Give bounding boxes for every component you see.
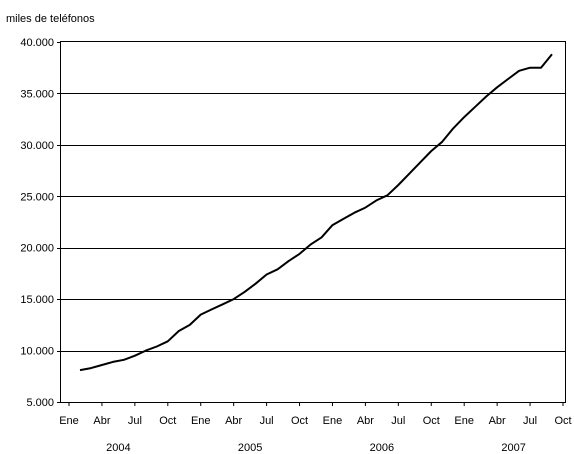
y-tick-labels: 5.000 10.000 15.000 20.000 25.000 30.000 35.00… xyxy=(20,37,61,409)
y-tick-label: 25.000 xyxy=(20,191,54,203)
x-tick-label: Ene xyxy=(323,415,343,427)
year-labels: 2004 2005 2006 2007 xyxy=(106,442,526,454)
x-tick-label: Jul xyxy=(391,415,405,427)
series-line xyxy=(79,53,553,372)
x-tick-label: Ene xyxy=(454,415,474,427)
x-tick-label: Jul xyxy=(523,415,537,427)
year-label: 2007 xyxy=(501,442,525,454)
plot-area xyxy=(60,41,566,403)
x-tick-label: Oct xyxy=(159,415,176,427)
x-tick-label: Abr xyxy=(489,415,506,427)
y-tick-label: 20.000 xyxy=(20,243,54,255)
x-tick-label: Oct xyxy=(554,415,571,427)
x-tick-label: Abr xyxy=(225,415,242,427)
x-tick-label: Jul xyxy=(260,415,274,427)
y-tick-label: 5.000 xyxy=(26,397,54,409)
x-tick-label: Oct xyxy=(423,415,440,427)
y-tick-label: 35.000 xyxy=(20,88,54,100)
y-axis-label: miles de teléfonos xyxy=(6,13,95,25)
gridlines xyxy=(61,93,565,352)
x-tick-label: Ene xyxy=(191,415,211,427)
x-tick-label: Jul xyxy=(128,415,142,427)
x-tick-label: Abr xyxy=(93,415,110,427)
series-layer xyxy=(79,53,553,372)
y-tick-label: 15.000 xyxy=(20,294,54,306)
x-tick-label: Ene xyxy=(59,415,79,427)
x-tick-labels: Ene Abr Jul Oct Ene Abr Jul Oct Ene Abr Jul Oct Ene A… xyxy=(59,402,572,427)
y-tick-label: 30.000 xyxy=(20,140,54,152)
y-tick-label: 40.000 xyxy=(20,37,54,49)
year-label: 2004 xyxy=(106,442,130,454)
y-tick-label: 10.000 xyxy=(20,346,54,358)
year-label: 2005 xyxy=(238,442,262,454)
x-tick-label: Oct xyxy=(291,415,308,427)
year-label: 2006 xyxy=(370,442,394,454)
x-tick-label: Abr xyxy=(357,415,374,427)
